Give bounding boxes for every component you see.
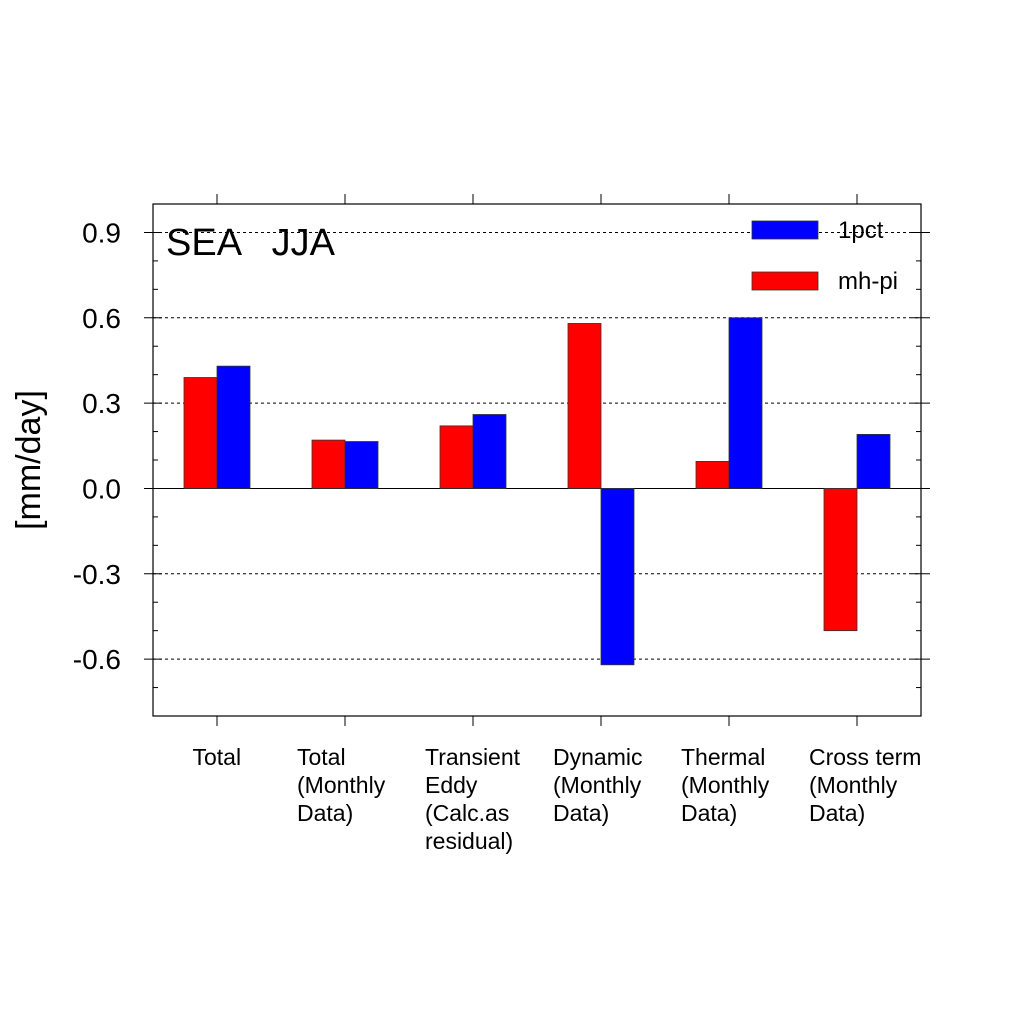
y-tick-label: 0.0 [82, 473, 121, 504]
bar-1pct [728, 317, 763, 489]
category-label: Dynamic (Monthly Data) [553, 744, 643, 826]
axes [144, 194, 930, 726]
legend-label-mh-pi: mh-pi [838, 268, 898, 295]
bar-1pct [600, 488, 635, 666]
y-tick-label: -0.6 [73, 644, 121, 675]
y-tick-label: 0.9 [82, 217, 121, 248]
bar-mh-pi [183, 377, 218, 489]
y-tick-label: 0.3 [82, 388, 121, 419]
category-label: Thermal (Monthly Data) [681, 744, 770, 826]
y-tick-label: 0.6 [82, 303, 121, 334]
y-tick-labels: -0.6 -0.3 0.0 0.3 0.6 0.9 [73, 217, 121, 675]
bar-1pct [344, 441, 379, 489]
bar-1pct [856, 433, 891, 489]
legend: 1pct mh-pi [751, 217, 898, 295]
bar-mh-pi [567, 323, 602, 489]
y-axis-label: [mm/day] [10, 390, 48, 530]
legend-swatch-mh-pi [751, 271, 819, 291]
category-label: Total (Monthly Data) [297, 744, 386, 826]
bar-mh-pi [695, 461, 730, 489]
panel-label: SEA JJA [166, 222, 336, 264]
bar-mh-pi [439, 425, 474, 489]
grid-lines [153, 231, 921, 660]
bar-mh-pi [823, 488, 858, 632]
bar-mh-pi [311, 439, 346, 489]
bar-1pct [472, 414, 507, 489]
category-label: Cross term (Monthly Data) [809, 744, 922, 826]
legend-label-1pct: 1pct [838, 217, 884, 244]
category-label: Total [192, 744, 242, 770]
bars [183, 317, 891, 666]
y-tick-label: -0.3 [73, 559, 121, 590]
category-label: Transient Eddy (Calc.as residual) [425, 744, 521, 854]
bar-1pct [216, 365, 251, 489]
legend-swatch-1pct [751, 220, 819, 240]
